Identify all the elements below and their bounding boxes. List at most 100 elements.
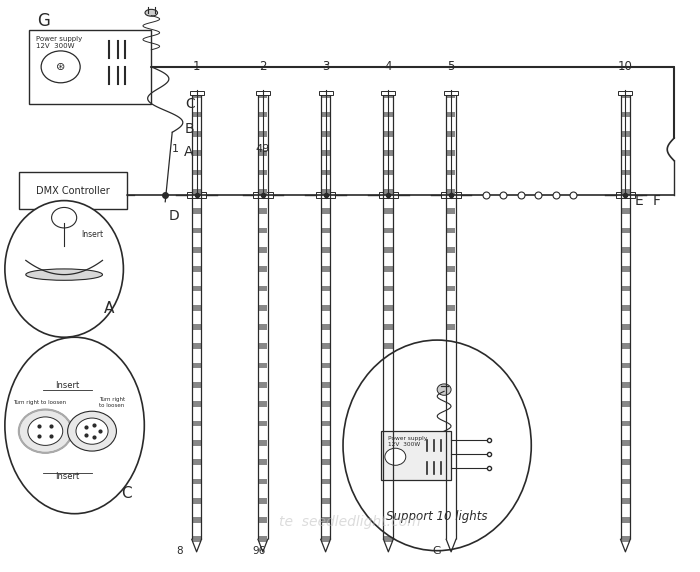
Ellipse shape — [26, 269, 102, 280]
FancyBboxPatch shape — [384, 285, 393, 291]
FancyBboxPatch shape — [384, 479, 393, 484]
FancyBboxPatch shape — [259, 324, 267, 330]
FancyBboxPatch shape — [621, 112, 629, 117]
FancyBboxPatch shape — [321, 479, 330, 484]
FancyBboxPatch shape — [621, 93, 629, 98]
FancyBboxPatch shape — [193, 112, 201, 117]
FancyBboxPatch shape — [447, 266, 455, 272]
FancyBboxPatch shape — [447, 459, 455, 465]
FancyBboxPatch shape — [193, 363, 201, 368]
FancyBboxPatch shape — [447, 189, 455, 194]
FancyBboxPatch shape — [321, 459, 330, 465]
FancyBboxPatch shape — [621, 498, 629, 503]
FancyBboxPatch shape — [256, 91, 270, 96]
FancyBboxPatch shape — [259, 343, 267, 349]
Text: 96: 96 — [253, 546, 266, 555]
FancyBboxPatch shape — [259, 112, 267, 117]
Text: Insert: Insert — [55, 381, 80, 390]
FancyBboxPatch shape — [193, 402, 201, 407]
FancyBboxPatch shape — [621, 170, 629, 176]
FancyBboxPatch shape — [621, 189, 629, 194]
Circle shape — [52, 208, 77, 228]
Text: 5: 5 — [447, 59, 455, 73]
FancyBboxPatch shape — [193, 285, 201, 291]
Text: Power supply
12V  300W: Power supply 12V 300W — [389, 436, 428, 447]
FancyBboxPatch shape — [384, 170, 393, 176]
FancyBboxPatch shape — [259, 517, 267, 523]
FancyBboxPatch shape — [447, 247, 455, 253]
FancyBboxPatch shape — [193, 131, 201, 137]
Text: G: G — [433, 546, 442, 555]
FancyBboxPatch shape — [193, 150, 201, 156]
FancyBboxPatch shape — [621, 266, 629, 272]
Text: A: A — [183, 145, 193, 159]
FancyBboxPatch shape — [29, 30, 151, 104]
FancyBboxPatch shape — [259, 285, 267, 291]
FancyBboxPatch shape — [193, 189, 201, 194]
FancyBboxPatch shape — [321, 343, 330, 349]
FancyBboxPatch shape — [447, 112, 455, 117]
FancyBboxPatch shape — [621, 382, 629, 388]
Circle shape — [41, 51, 80, 83]
FancyBboxPatch shape — [259, 498, 267, 503]
Circle shape — [68, 411, 116, 451]
FancyBboxPatch shape — [321, 266, 330, 272]
Text: F: F — [653, 193, 661, 208]
FancyBboxPatch shape — [447, 208, 455, 214]
Text: Support 10 lights: Support 10 lights — [386, 510, 488, 523]
Text: 3: 3 — [322, 59, 329, 73]
FancyBboxPatch shape — [384, 150, 393, 156]
FancyBboxPatch shape — [384, 363, 393, 368]
FancyBboxPatch shape — [259, 189, 267, 194]
Text: C: C — [122, 486, 132, 501]
FancyBboxPatch shape — [384, 402, 393, 407]
Ellipse shape — [145, 9, 158, 16]
FancyBboxPatch shape — [321, 517, 330, 523]
FancyBboxPatch shape — [321, 363, 330, 368]
FancyBboxPatch shape — [384, 131, 393, 137]
FancyBboxPatch shape — [193, 208, 201, 214]
FancyBboxPatch shape — [441, 192, 461, 198]
FancyBboxPatch shape — [447, 363, 455, 368]
FancyBboxPatch shape — [447, 93, 455, 98]
FancyBboxPatch shape — [621, 285, 629, 291]
FancyBboxPatch shape — [259, 247, 267, 253]
FancyBboxPatch shape — [19, 172, 127, 209]
Text: D: D — [169, 209, 179, 223]
FancyBboxPatch shape — [447, 420, 455, 426]
FancyBboxPatch shape — [259, 440, 267, 446]
FancyBboxPatch shape — [447, 479, 455, 484]
FancyBboxPatch shape — [384, 93, 393, 98]
Text: ⊛: ⊛ — [56, 62, 65, 72]
Text: 10: 10 — [618, 59, 633, 73]
FancyBboxPatch shape — [259, 150, 267, 156]
FancyBboxPatch shape — [382, 431, 451, 479]
FancyBboxPatch shape — [621, 247, 629, 253]
FancyBboxPatch shape — [193, 498, 201, 503]
FancyBboxPatch shape — [447, 517, 455, 523]
FancyBboxPatch shape — [187, 192, 206, 198]
FancyBboxPatch shape — [193, 537, 201, 542]
FancyBboxPatch shape — [321, 170, 330, 176]
FancyBboxPatch shape — [384, 112, 393, 117]
FancyBboxPatch shape — [621, 324, 629, 330]
FancyBboxPatch shape — [447, 170, 455, 176]
Text: Insert: Insert — [55, 472, 80, 481]
FancyBboxPatch shape — [621, 479, 629, 484]
FancyBboxPatch shape — [621, 208, 629, 214]
FancyBboxPatch shape — [193, 517, 201, 523]
FancyBboxPatch shape — [259, 266, 267, 272]
FancyBboxPatch shape — [321, 382, 330, 388]
FancyBboxPatch shape — [193, 440, 201, 446]
Text: Turn right to loosen: Turn right to loosen — [13, 400, 66, 405]
FancyBboxPatch shape — [259, 420, 267, 426]
Circle shape — [28, 417, 63, 446]
FancyBboxPatch shape — [193, 324, 201, 330]
FancyBboxPatch shape — [318, 91, 332, 96]
FancyBboxPatch shape — [316, 192, 335, 198]
FancyBboxPatch shape — [621, 228, 629, 233]
FancyBboxPatch shape — [259, 170, 267, 176]
Text: 49: 49 — [256, 144, 270, 154]
FancyBboxPatch shape — [447, 131, 455, 137]
FancyBboxPatch shape — [447, 343, 455, 349]
